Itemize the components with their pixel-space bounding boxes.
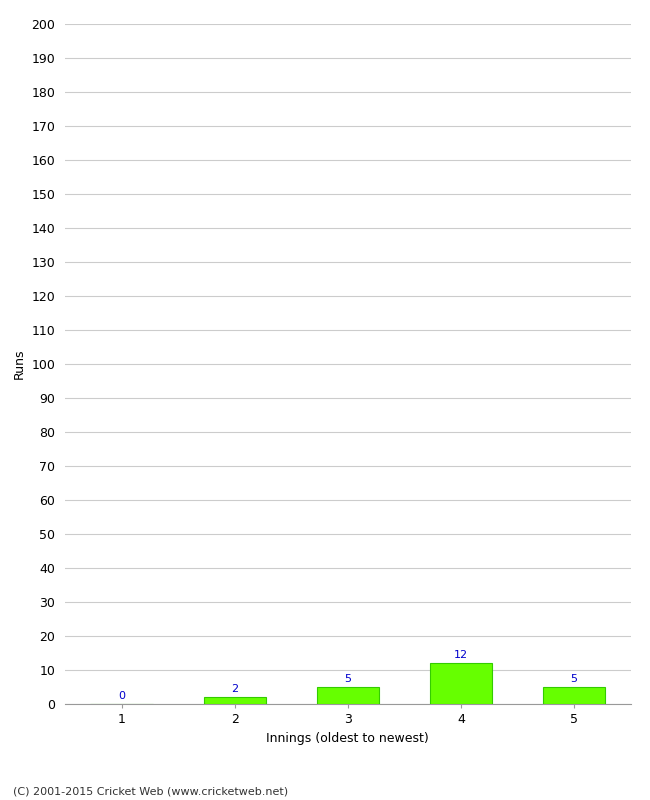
Text: 5: 5 xyxy=(571,674,577,684)
Y-axis label: Runs: Runs xyxy=(13,349,26,379)
Text: 2: 2 xyxy=(231,685,238,694)
X-axis label: Innings (oldest to newest): Innings (oldest to newest) xyxy=(266,731,429,745)
Bar xyxy=(543,687,605,704)
Text: 5: 5 xyxy=(344,674,351,684)
Bar xyxy=(203,697,266,704)
Text: 0: 0 xyxy=(118,691,125,702)
Bar xyxy=(430,663,492,704)
Bar xyxy=(317,687,379,704)
Text: 12: 12 xyxy=(454,650,468,661)
Text: (C) 2001-2015 Cricket Web (www.cricketweb.net): (C) 2001-2015 Cricket Web (www.cricketwe… xyxy=(13,786,288,796)
